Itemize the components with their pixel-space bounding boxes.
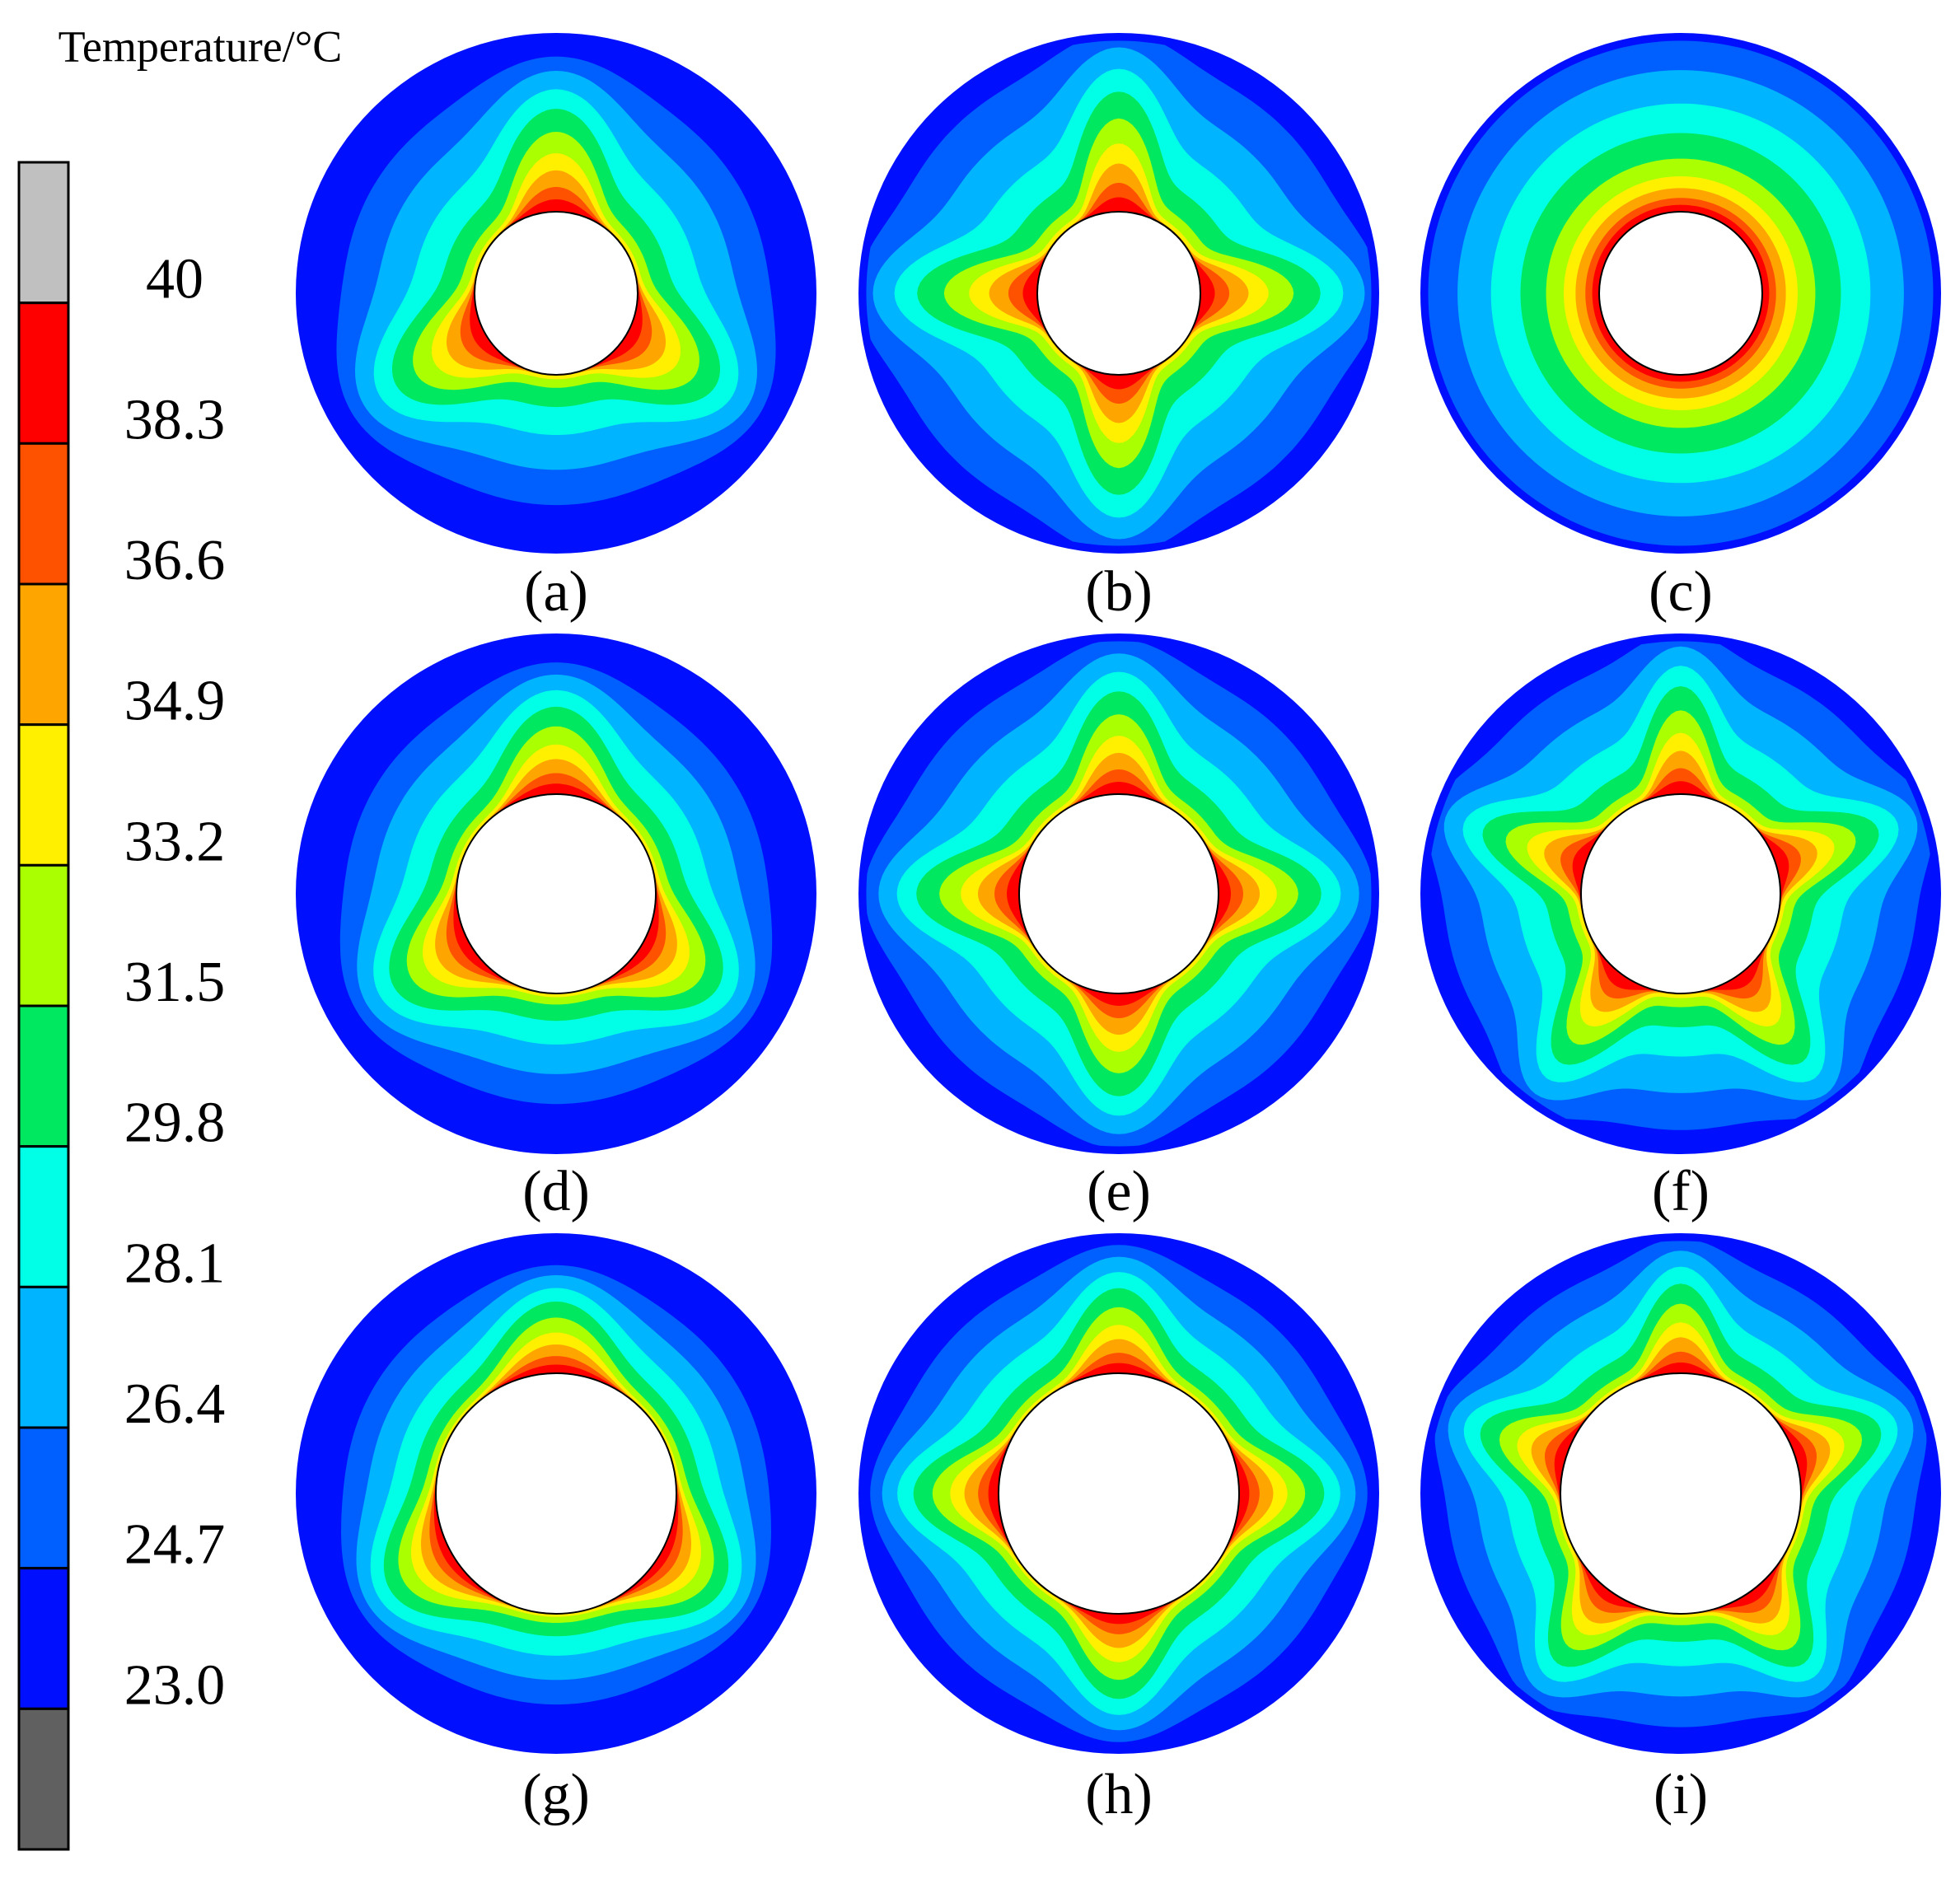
hole bbox=[1560, 1372, 1802, 1615]
legend-label: 34.9 bbox=[124, 670, 226, 733]
panel-label: (c) bbox=[1649, 560, 1713, 624]
color-band bbox=[17, 1004, 70, 1148]
hole bbox=[456, 793, 657, 994]
panel-label: (h) bbox=[1085, 1763, 1153, 1826]
panel-label: (g) bbox=[522, 1763, 590, 1826]
hole bbox=[1036, 211, 1201, 376]
hole bbox=[474, 211, 639, 376]
legend-label: 33.2 bbox=[124, 810, 226, 873]
color-band bbox=[17, 302, 70, 445]
color-band bbox=[17, 582, 70, 727]
legend-label: 40 bbox=[146, 248, 203, 311]
panel-label: (i) bbox=[1654, 1763, 1708, 1826]
panel-label: (f) bbox=[1652, 1160, 1710, 1223]
legend-label: 36.6 bbox=[124, 529, 226, 592]
color-band bbox=[17, 1145, 70, 1288]
legend-label: 38.3 bbox=[124, 388, 226, 451]
panel-label: (e) bbox=[1087, 1160, 1151, 1223]
legend-label: 26.4 bbox=[124, 1372, 226, 1436]
hole bbox=[1018, 793, 1219, 994]
color-band bbox=[17, 863, 70, 1007]
hole bbox=[1580, 793, 1781, 994]
legend-label: 28.1 bbox=[124, 1232, 226, 1295]
hole bbox=[1598, 211, 1763, 376]
hole bbox=[435, 1372, 677, 1615]
legend-label: 24.7 bbox=[124, 1513, 226, 1577]
panel-label: (d) bbox=[522, 1160, 590, 1223]
legend-title: Temperature/°C bbox=[58, 21, 343, 71]
panel-label: (a) bbox=[524, 560, 588, 624]
color-band bbox=[17, 1426, 70, 1570]
panel-label: (b) bbox=[1085, 560, 1153, 624]
color-band bbox=[17, 1707, 70, 1851]
color-band bbox=[17, 1285, 70, 1429]
legend-label: 23.0 bbox=[124, 1653, 226, 1717]
legend-label: 31.5 bbox=[124, 951, 226, 1014]
hole bbox=[998, 1372, 1240, 1615]
color-band bbox=[17, 442, 70, 586]
color-band bbox=[17, 161, 70, 305]
legend-label: 29.8 bbox=[124, 1092, 226, 1155]
color-band bbox=[17, 1567, 70, 1710]
color-band bbox=[17, 723, 70, 867]
